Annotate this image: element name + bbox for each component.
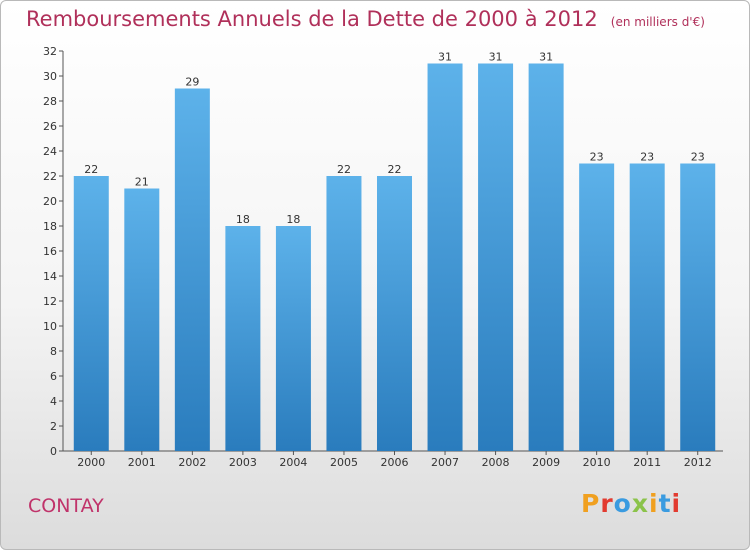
x-tick-label: 2001 <box>128 456 156 469</box>
y-tick-label: 32 <box>43 45 57 58</box>
proxiti-logo: Proxiti <box>581 489 681 518</box>
y-tick-label: 2 <box>50 420 57 433</box>
y-tick-label: 24 <box>43 145 57 158</box>
x-tick-label: 2010 <box>583 456 611 469</box>
data-label-2009: 31 <box>539 51 553 64</box>
y-tick-label: 14 <box>43 270 57 283</box>
logo-letter: i <box>649 489 659 518</box>
y-tick-label: 20 <box>43 195 57 208</box>
commune-name: CONTAY <box>28 495 104 517</box>
bar-2001 <box>124 188 160 451</box>
x-tick-label: 2002 <box>178 456 206 469</box>
x-tick-label: 2007 <box>431 456 459 469</box>
y-tick-label: 4 <box>50 395 57 408</box>
data-label-2010: 23 <box>590 151 604 164</box>
y-tick-label: 28 <box>43 95 57 108</box>
title-unit: (en milliers d'€) <box>610 15 705 29</box>
y-tick-label: 30 <box>43 70 57 83</box>
logo-letter: x <box>631 489 649 518</box>
x-tick-label: 2000 <box>77 456 105 469</box>
bar-2002 <box>174 88 210 451</box>
y-tick-label: 26 <box>43 120 57 133</box>
bar-2004 <box>275 226 311 451</box>
x-tick-label: 2011 <box>633 456 661 469</box>
bar-2011 <box>629 163 665 451</box>
logo-letter: t <box>658 489 672 518</box>
bar-2008 <box>478 63 514 451</box>
y-tick-label: 16 <box>43 245 57 258</box>
x-tick-label: 2006 <box>381 456 409 469</box>
bar-2003 <box>225 226 261 451</box>
x-tick-label: 2012 <box>684 456 712 469</box>
bar-2009 <box>528 63 564 451</box>
y-tick-label: 12 <box>43 295 57 308</box>
y-tick-label: 8 <box>50 345 57 358</box>
data-label-2000: 22 <box>84 163 98 176</box>
bar-2012 <box>680 163 716 451</box>
x-tick-label: 2008 <box>482 456 510 469</box>
logo-letter: o <box>613 489 632 518</box>
y-tick-label: 18 <box>43 220 57 233</box>
data-label-2008: 31 <box>489 51 503 64</box>
chart-bars: 22 21 29 18 18 22 22 31 31 31 23 23 23 <box>73 51 716 451</box>
bar-2005 <box>326 176 362 451</box>
data-label-2001: 21 <box>135 176 149 189</box>
bar-2006 <box>377 176 412 451</box>
data-label-2011: 23 <box>640 151 654 164</box>
data-label-2003: 18 <box>236 213 250 226</box>
title-main: Remboursements Annuels de la Dette de 20… <box>26 7 598 31</box>
data-label-2005: 22 <box>337 163 351 176</box>
data-label-2007: 31 <box>438 51 452 64</box>
x-tick-label: 2004 <box>279 456 307 469</box>
logo-letter: P <box>581 489 601 518</box>
data-label-2004: 18 <box>286 213 300 226</box>
y-tick-label: 0 <box>50 445 57 458</box>
bar-2007 <box>427 63 463 451</box>
x-tick-label: 2009 <box>532 456 560 469</box>
y-tick-label: 22 <box>43 170 57 183</box>
bar-2010 <box>579 163 615 451</box>
data-label-2006: 22 <box>388 163 402 176</box>
data-label-2012: 23 <box>691 151 705 164</box>
logo-letter: r <box>600 489 614 518</box>
y-tick-label: 10 <box>43 320 57 333</box>
bar-2000 <box>73 176 109 451</box>
x-tick-label: 2005 <box>330 456 358 469</box>
x-tick-label: 2003 <box>229 456 257 469</box>
data-label-2002: 29 <box>185 76 199 89</box>
y-tick-label: 6 <box>50 370 57 383</box>
logo-letter: i <box>671 489 682 518</box>
chart-title: Remboursements Annuels de la Dette de 20… <box>26 7 705 31</box>
